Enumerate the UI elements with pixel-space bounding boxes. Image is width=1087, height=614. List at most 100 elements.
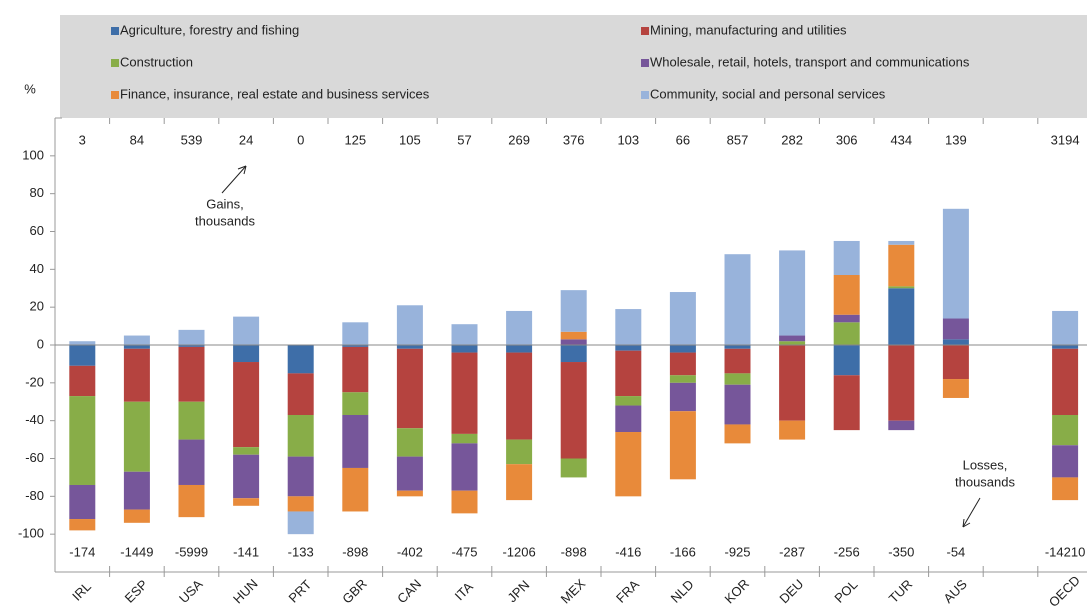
bar-segment: [560, 362, 587, 459]
bar-segment: [451, 443, 478, 491]
loss-label: -174: [69, 544, 95, 559]
bar-segment: [233, 447, 260, 455]
loss-label: -925: [724, 544, 750, 559]
bar-segment: [123, 345, 150, 349]
bar-segment: [779, 341, 806, 345]
bar-segment: [669, 382, 696, 412]
bar-segment: [669, 375, 696, 383]
bar-segment: [233, 498, 260, 506]
gain-label: 269: [508, 132, 530, 147]
y-tick-label: 40: [30, 261, 44, 276]
bar-segment: [451, 324, 478, 345]
bar-segment: [560, 458, 587, 478]
bar-segment: [287, 496, 314, 512]
bar-segment: [669, 411, 696, 480]
gain-label: 434: [890, 132, 912, 147]
x-tick-label: USA: [176, 576, 206, 606]
bar-segment: [396, 490, 423, 497]
bar-segment: [287, 456, 314, 497]
bar-segment: [1052, 445, 1079, 478]
bar-segment: [833, 314, 860, 323]
bar-segment: [669, 345, 696, 353]
bar-segment: [69, 341, 96, 345]
gain-label: 539: [181, 132, 203, 147]
bar-segment: [178, 345, 205, 347]
loss-label: -350: [888, 544, 914, 559]
bar-segment: [833, 322, 860, 345]
bar-segment: [615, 350, 642, 397]
y-tick-label: 0: [37, 336, 44, 351]
bar-segment: [615, 396, 642, 406]
loss-label: -416: [615, 544, 641, 559]
bar-segment: [123, 401, 150, 472]
bar-segment: [506, 464, 533, 501]
y-tick-label: 20: [30, 299, 44, 314]
x-tick-label: JPN: [504, 577, 532, 605]
bar-segment: [833, 345, 860, 376]
x-tick-label: NLD: [668, 577, 697, 606]
bar-segment: [178, 329, 205, 345]
loss-label: -166: [670, 544, 696, 559]
y-tick-label: 80: [30, 185, 44, 200]
bar-segment: [506, 345, 533, 353]
loss-label: -475: [451, 544, 477, 559]
y-axis-label: %: [24, 81, 36, 96]
bar-segment: [779, 250, 806, 336]
x-tick-label: ITA: [452, 579, 476, 603]
bar-segment: [888, 288, 915, 345]
legend-swatch: [111, 59, 119, 67]
y-tick-label: 100: [22, 147, 44, 162]
bar-segment: [833, 240, 860, 276]
bar-segment: [506, 439, 533, 465]
bar-segment: [233, 316, 260, 345]
x-tick-label: AUS: [940, 576, 970, 606]
y-tick-label: -60: [25, 450, 44, 465]
loss-label: -5999: [175, 544, 208, 559]
bar-segment: [396, 305, 423, 345]
x-tick-label: PRT: [286, 577, 315, 606]
gain-label: 105: [399, 132, 421, 147]
bar-segment: [342, 322, 369, 345]
y-tick-label: -20: [25, 374, 44, 389]
gain-label: 3194: [1051, 132, 1080, 147]
loss-label: -402: [397, 544, 423, 559]
loss-label: -898: [342, 544, 368, 559]
bar-segment: [396, 345, 423, 349]
legend-label: Community, social and personal services: [650, 86, 886, 101]
bar-segment: [833, 375, 860, 431]
gain-label: 306: [836, 132, 858, 147]
bar-segment: [942, 379, 969, 398]
legend-label: Mining, manufacturing and utilities: [650, 22, 847, 37]
bar-segment: [342, 346, 369, 393]
bar-segment: [451, 345, 478, 353]
bar-segment: [69, 345, 96, 366]
annotation-text: Losses,: [963, 457, 1008, 472]
bar-segment: [724, 373, 751, 385]
arrow: [962, 497, 981, 528]
bar-segment: [506, 352, 533, 440]
bar-segment: [615, 405, 642, 433]
bars: [69, 208, 1079, 535]
bar-segment: [178, 401, 205, 440]
bar-segment: [615, 432, 642, 497]
bar-segment: [178, 346, 205, 402]
bar-segment: [396, 428, 423, 457]
bar-segment: [123, 335, 150, 345]
arrow-head: [237, 165, 247, 175]
arrow-head: [962, 518, 971, 528]
bar-segment: [779, 345, 806, 421]
bar-segment: [287, 373, 314, 415]
x-tick-label: POL: [831, 577, 860, 606]
legend-label: Finance, insurance, real estate and busi…: [120, 86, 430, 101]
x-tick-label: KOR: [721, 576, 752, 607]
x-tick-label: IRL: [69, 579, 94, 604]
bar-segment: [396, 348, 423, 429]
bar-segment: [451, 490, 478, 514]
loss-label: -256: [834, 544, 860, 559]
x-tick-label: ESP: [122, 577, 151, 606]
x-tick-label: GBR: [339, 576, 370, 607]
bar-segment: [724, 424, 751, 444]
bar-segment: [560, 290, 587, 332]
bar-segment: [1052, 310, 1079, 345]
